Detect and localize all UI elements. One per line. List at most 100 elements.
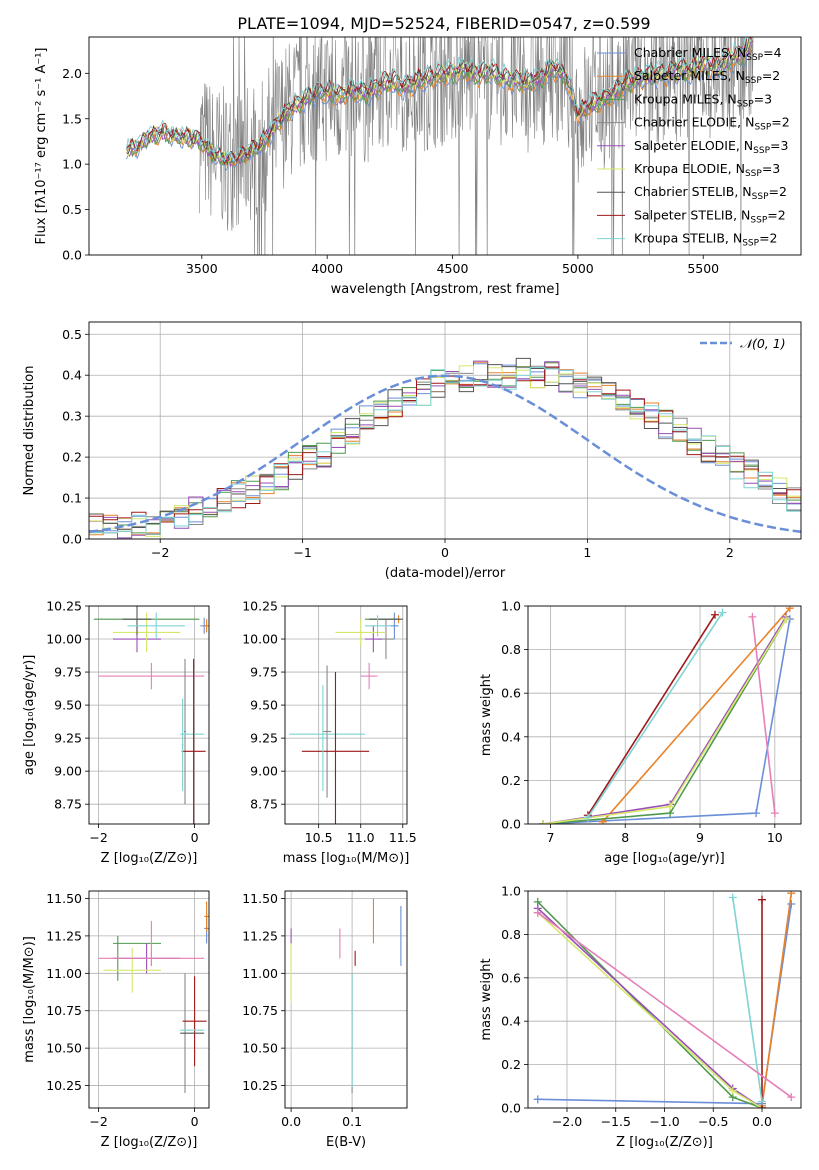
y-tick-label: 0.0 <box>62 248 82 263</box>
y-tick-label: 1.5 <box>62 111 82 126</box>
x-tick-label: −0.5 <box>698 1114 728 1129</box>
panel-weight_vs_age: 7 8 9 10 0.0 0.2 0.4 0.6 0.8 1.0 age [log₁₀(age/yr… <box>479 599 802 866</box>
data-point <box>390 612 399 640</box>
weight-marker <box>583 813 592 822</box>
y-tick-label: 0.5 <box>62 327 82 342</box>
plot-area <box>126 37 754 255</box>
x-tick-label: 0 <box>191 1114 199 1129</box>
weight-marker <box>752 809 761 818</box>
data-point <box>127 612 185 640</box>
weight-line <box>537 901 763 1108</box>
panel-age_vs_Z: −2 0 8.75 9.00 9.25 9.50 9.75 10.00 10.25 Z [log₁… <box>22 599 210 866</box>
legend-count: =2 <box>769 184 787 199</box>
x-axis-label: Z [log₁₀(Z/Z⊙)] <box>616 1135 713 1150</box>
x-tick-label: 9 <box>696 830 704 845</box>
y-tick-label: 0.8 <box>501 927 521 942</box>
weight-marker <box>787 891 796 898</box>
y-tick-label: 0.5 <box>62 202 82 217</box>
x-axis-label: mass [log₁₀(M/M⊙)] <box>283 851 410 866</box>
data-point <box>318 685 328 791</box>
data-point <box>322 665 332 798</box>
panel-spectrum: 3500 4000 4500 5000 5500 0.0 0.5 1.0 1.5 2.0 wavel… <box>34 36 802 297</box>
plot-area <box>89 606 209 824</box>
y-tick-label: 2.0 <box>62 66 82 81</box>
weight-marker <box>728 1086 737 1095</box>
data-point <box>122 606 152 636</box>
observed-spectrum <box>199 37 754 255</box>
x-tick-label: 0 <box>441 545 449 560</box>
y-tick-label: 0.4 <box>501 729 521 744</box>
weight-marker <box>782 615 791 624</box>
weight-line <box>761 893 793 1106</box>
y-tick-label: 0.0 <box>62 532 82 547</box>
data-point <box>98 662 205 690</box>
x-tick-label: 11.5 <box>389 830 417 845</box>
legend-count: =3 <box>762 161 780 176</box>
panel-residuals: −2 −1 0 1 2 0.0 0.1 0.2 0.3 0.4 0.5 (data-model)/er… <box>22 321 802 581</box>
x-axis-label: (data-model)/error <box>385 566 506 581</box>
y-tick-label: 10.50 <box>46 1041 82 1056</box>
y-tick-label: 9.00 <box>54 764 82 779</box>
axes-frame <box>88 890 210 1109</box>
x-axis-label: E(B-V) <box>326 1135 366 1150</box>
panels: 3500 4000 4500 5000 5500 0.0 0.5 1.0 1.5 2.0 wavel… <box>22 36 802 1150</box>
x-tick-label: −1.0 <box>649 1114 679 1129</box>
y-tick-label: 10.75 <box>242 1003 278 1018</box>
y-tick-label: 10.25 <box>242 1078 278 1093</box>
x-tick-label: −1 <box>293 545 311 560</box>
x-tick-label: 1 <box>583 545 591 560</box>
legend-sub: SSP <box>754 123 771 133</box>
y-tick-label: 0.2 <box>62 450 82 465</box>
x-axis-label: Z [log₁₀(Z/Z⊙)] <box>101 851 198 866</box>
y-tick-label: 0.0 <box>501 817 521 832</box>
x-tick-label: 0.0 <box>752 1114 772 1129</box>
axes-frame <box>284 890 408 1109</box>
legend-sub: SSP <box>750 215 767 225</box>
legend-count: =4 <box>763 45 781 60</box>
legend-label: Salpeter MILES, NSSP=2 <box>634 68 780 86</box>
plot-area <box>528 606 801 824</box>
y-tick-label: 0.2 <box>501 1057 521 1072</box>
legend-label: Kroupa ELODIE, NSSP=3 <box>634 161 780 179</box>
weight-marker <box>533 908 542 917</box>
residual-histogram <box>89 357 801 530</box>
y-tick-label: 1.0 <box>62 157 82 172</box>
data-point <box>184 658 186 805</box>
legend-count: =2 <box>767 207 785 222</box>
legend-count: =2 <box>762 68 780 83</box>
weight-line <box>751 616 776 814</box>
y-tick-label: 9.00 <box>250 764 278 779</box>
axes-frame <box>88 605 210 825</box>
weight-line <box>537 912 763 1108</box>
x-tick-label: 8 <box>621 830 629 845</box>
y-axis-label: mass [log₁₀(M/M⊙)] <box>22 936 37 1063</box>
axes-frame <box>88 321 802 540</box>
normal-curve <box>89 374 801 534</box>
weight-marker <box>728 893 737 902</box>
weight-marker <box>533 1095 542 1104</box>
weight-marker <box>785 606 794 613</box>
y-tick-label: 10.75 <box>46 1003 82 1018</box>
data-point <box>364 615 391 637</box>
y-tick-label: 9.25 <box>54 731 82 746</box>
y-tick-label: 11.00 <box>242 966 278 981</box>
legend-label: 𝒩(0, 1) <box>740 336 786 351</box>
plot-area <box>285 606 407 824</box>
y-tick-label: 0.2 <box>501 773 521 788</box>
weight-line <box>537 912 792 1098</box>
weight-marker <box>787 900 796 909</box>
y-tick-label: 8.75 <box>250 797 278 812</box>
y-axis-label: age [log₁₀(age/yr)] <box>22 655 37 776</box>
data-point <box>360 662 378 690</box>
y-tick-label: 1.0 <box>501 599 521 614</box>
weight-line <box>602 607 791 823</box>
data-point <box>103 947 161 993</box>
panel-mass_vs_Z: −2 0 10.25 10.50 10.75 11.00 11.25 11.50 Z [log₁… <box>22 890 210 1150</box>
model-spectrum <box>126 37 753 163</box>
legend-sub: SSP <box>745 169 762 179</box>
axes-frame <box>527 890 802 1109</box>
legend-sub: SSP <box>742 239 759 249</box>
x-tick-label: 0 <box>191 830 199 845</box>
y-tick-label: 0.8 <box>501 642 521 657</box>
weight-marker <box>710 610 719 619</box>
